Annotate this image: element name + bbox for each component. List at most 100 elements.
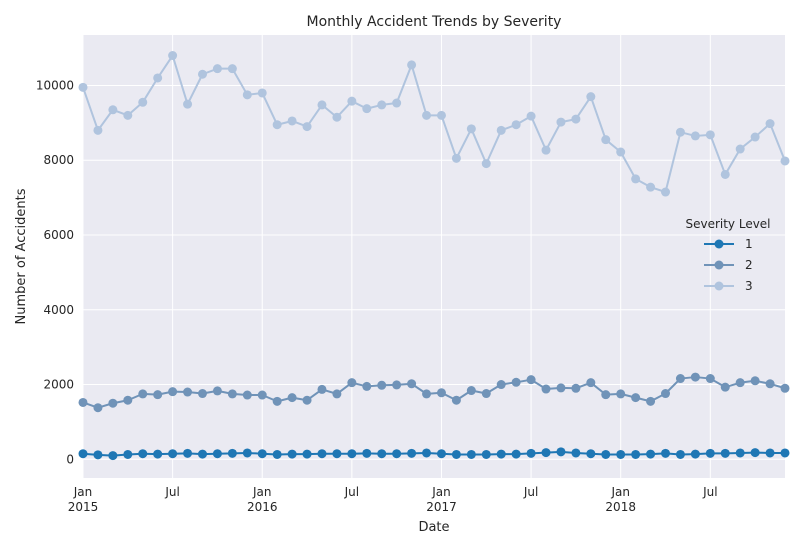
data-point — [556, 117, 566, 127]
data-point — [407, 379, 417, 389]
data-point — [108, 451, 118, 461]
data-point — [616, 147, 626, 157]
data-point — [661, 187, 671, 197]
data-point — [212, 449, 222, 459]
legend-label: 2 — [745, 258, 753, 272]
data-point — [631, 449, 641, 459]
data-point — [511, 377, 521, 387]
data-point — [362, 104, 372, 114]
legend-title: Severity Level — [685, 217, 770, 231]
data-point — [138, 449, 148, 459]
data-point — [436, 449, 446, 459]
data-point — [780, 383, 790, 393]
data-point — [526, 375, 536, 385]
data-point — [705, 130, 715, 140]
data-point — [481, 449, 491, 459]
x-tick-label: Jan — [252, 485, 272, 499]
series-2 — [78, 372, 790, 413]
y-tick-label: 8000 — [43, 153, 74, 167]
data-point — [720, 448, 730, 458]
legend-item: 1 — [704, 237, 753, 251]
data-point — [690, 131, 700, 141]
data-point — [631, 393, 641, 403]
data-point — [377, 380, 387, 390]
data-point — [212, 64, 222, 74]
y-tick-label: 10000 — [36, 78, 74, 92]
data-point — [526, 111, 536, 121]
data-point — [451, 395, 461, 405]
data-point — [556, 383, 566, 393]
data-point — [466, 449, 476, 459]
data-point — [183, 387, 193, 397]
y-axis-ticks: 0 2000 4000 6000 8000 10000 — [36, 78, 74, 466]
data-point — [780, 448, 790, 458]
series-1 — [78, 447, 790, 461]
data-point — [153, 449, 163, 459]
legend-marker — [714, 281, 724, 291]
data-point — [690, 372, 700, 382]
data-point — [436, 388, 446, 398]
data-point — [257, 449, 267, 459]
data-point — [197, 389, 207, 399]
data-point — [287, 116, 297, 126]
data-point — [272, 449, 282, 459]
y-tick-label: 6000 — [43, 228, 74, 242]
data-point — [436, 110, 446, 120]
data-point — [571, 114, 581, 124]
data-point — [601, 135, 611, 145]
legend-item: 2 — [704, 258, 753, 272]
data-point — [750, 448, 760, 458]
data-point — [675, 374, 685, 384]
data-point — [422, 389, 432, 399]
data-point — [392, 98, 402, 108]
x-tick-year-label: 2015 — [68, 500, 99, 514]
data-point — [556, 447, 566, 457]
data-point — [78, 82, 88, 92]
data-point — [212, 386, 222, 396]
data-point — [616, 449, 626, 459]
data-point — [78, 397, 88, 407]
data-point — [93, 403, 103, 413]
x-tick-label: Jan — [431, 485, 451, 499]
x-tick-year-label: 2018 — [605, 500, 636, 514]
data-point — [197, 449, 207, 459]
data-point — [407, 448, 417, 458]
data-point — [197, 69, 207, 79]
data-point — [272, 120, 282, 130]
data-point — [646, 449, 656, 459]
x-tick-label: Jan — [610, 485, 630, 499]
data-point — [481, 159, 491, 169]
data-point — [422, 448, 432, 458]
data-point — [287, 393, 297, 403]
data-point — [481, 389, 491, 399]
data-point — [347, 378, 357, 388]
data-point — [108, 105, 118, 115]
data-point — [511, 120, 521, 130]
legend-item: 3 — [704, 279, 753, 293]
data-point — [227, 448, 237, 458]
data-point — [257, 390, 267, 400]
data-point — [108, 398, 118, 408]
y-tick-label: 2000 — [43, 378, 74, 392]
data-point — [496, 125, 506, 135]
data-point — [690, 449, 700, 459]
legend-items: 1 2 3 — [704, 237, 753, 293]
y-axis-title: Number of Accidents — [14, 188, 29, 324]
data-point — [466, 386, 476, 396]
plot-area — [83, 35, 785, 478]
legend-label: 3 — [745, 279, 753, 293]
x-tick-year-label: 2017 — [426, 500, 457, 514]
data-point — [332, 449, 342, 459]
data-point — [496, 380, 506, 390]
data-point — [153, 390, 163, 400]
chart-title: Monthly Accident Trends by Severity — [307, 14, 562, 30]
data-point — [138, 389, 148, 399]
data-point — [377, 100, 387, 110]
data-point — [451, 153, 461, 163]
data-point — [735, 378, 745, 388]
data-point — [317, 449, 327, 459]
data-point — [362, 448, 372, 458]
y-tick-label: 0 — [66, 452, 74, 466]
